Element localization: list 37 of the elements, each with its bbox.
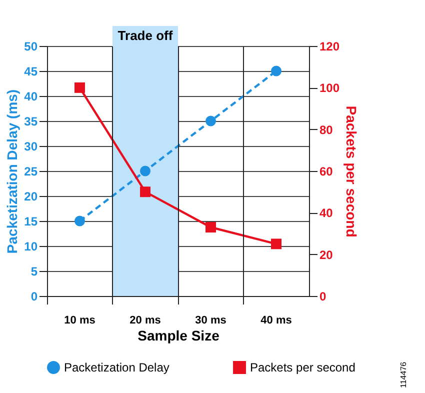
y-tick-label: 40 — [24, 90, 38, 104]
y-axis-title: Packetization Delay (ms) — [4, 89, 20, 254]
point — [271, 66, 282, 76]
y-tick-label: 45 — [24, 64, 38, 78]
y2-tick-label: 120 — [320, 40, 340, 54]
y2-tick-label: 20 — [320, 248, 334, 262]
y2-tick-label: 80 — [320, 122, 334, 137]
y2-tick-label: 100 — [320, 81, 340, 96]
y-tick-label: 25 — [24, 164, 38, 178]
y-tick-label: 15 — [24, 214, 38, 228]
legend-label: Packets per second — [250, 360, 356, 375]
y-tick-label: 50 — [24, 40, 38, 54]
y-tick-label: 10 — [24, 240, 38, 254]
y-tick-label: 20 — [24, 190, 38, 204]
x-tick-label: 10 ms — [64, 314, 96, 326]
point — [140, 166, 150, 176]
y2-tick-label: 0 — [320, 290, 326, 304]
legend-label: Packetization Delay — [64, 360, 170, 375]
point — [74, 82, 85, 93]
point — [206, 116, 216, 126]
y2-axis-title: Packets per second — [344, 106, 360, 238]
y-tick-label: 35 — [24, 114, 38, 128]
text: 114476 — [399, 361, 408, 388]
x-axis-title: Sample Size — [138, 328, 220, 344]
band-label: Trade off — [118, 28, 174, 43]
y-tick-label: 5 — [30, 264, 38, 278]
y2-tick-label: 40 — [320, 206, 334, 220]
point — [74, 216, 85, 226]
x-tick-label: 20 ms — [130, 314, 161, 326]
point — [206, 222, 216, 232]
point — [271, 238, 282, 250]
y-tick-label: 30 — [24, 140, 38, 154]
point — [140, 186, 150, 198]
y-tick-label: 0 — [30, 290, 38, 304]
x-tick-label: 40 ms — [260, 314, 292, 326]
x-tick-label: 30 ms — [195, 314, 226, 326]
y2-tick-label: 60 — [320, 164, 334, 178]
